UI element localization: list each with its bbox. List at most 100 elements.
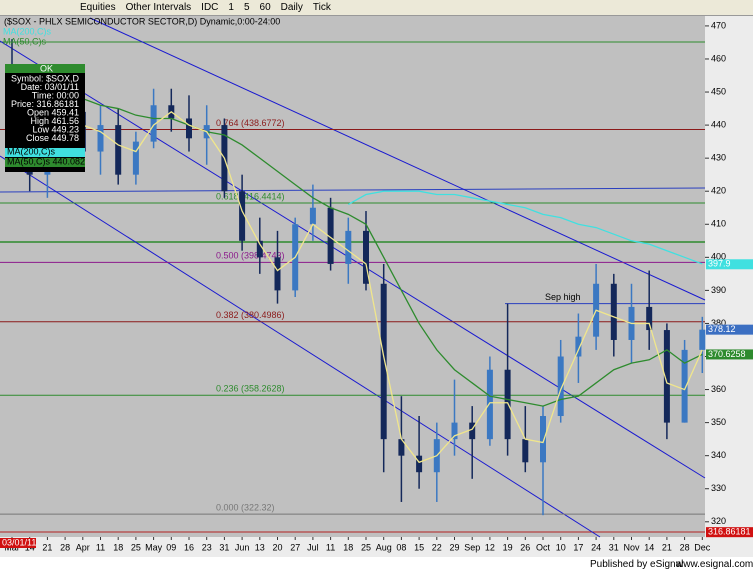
candle-body — [416, 455, 423, 473]
info-line: Price: 316.86181 — [11, 99, 79, 109]
candle-body — [309, 207, 316, 225]
x-tick-label: 18 — [343, 542, 353, 552]
toolbar: Equities Other Intervals IDC 1 5 60 Daily Tick — [0, 0, 753, 16]
legend-entry: MA(200,C)s — [3, 26, 52, 36]
x-tick-label: 20 — [272, 542, 282, 552]
price-tag-label: 378.12 — [708, 324, 736, 334]
y-tick-label: 410 — [711, 219, 726, 229]
candle-body — [327, 207, 334, 264]
candle-body — [132, 141, 139, 175]
candle-body — [486, 369, 493, 440]
channel-line — [0, 155, 601, 538]
fib-label: 0.500 (398.4743) — [216, 251, 285, 261]
y-tick-label: 320 — [711, 516, 726, 526]
publisher: Published by eSignal — [590, 559, 684, 570]
x-tick-label: 26 — [520, 542, 530, 552]
candle-body — [274, 257, 281, 291]
info-line: Close 449.78 — [26, 133, 79, 143]
candle-body — [557, 356, 564, 417]
toolbar-item[interactable]: IDC — [201, 2, 219, 13]
y-tick-label: 450 — [711, 86, 726, 96]
fib-label: 0.236 (358.2628) — [216, 384, 285, 394]
x-tick-label: 21 — [42, 542, 52, 552]
candle-body — [186, 118, 192, 139]
legend-entry: MA(50,C)s — [3, 36, 47, 46]
toolbar-item[interactable]: 1 — [228, 2, 234, 13]
x-tick-label: 11 — [326, 542, 335, 552]
x-tick-label: 31 — [219, 542, 229, 552]
x-tick-label: 27 — [290, 542, 300, 552]
toolbar-item[interactable]: 5 — [243, 2, 250, 13]
price-tag — [706, 527, 753, 538]
candle-body — [646, 306, 653, 331]
y-tick-label: 330 — [711, 483, 726, 493]
y-tick-label: 470 — [711, 20, 726, 30]
candle-body — [345, 230, 352, 264]
toolbar-item[interactable]: Tick — [312, 2, 331, 13]
candle-body — [363, 230, 369, 284]
y-tick-label: 460 — [711, 53, 726, 63]
h-line — [0, 187, 706, 193]
x-tick-label: 21 — [662, 542, 672, 552]
candle-body — [469, 422, 476, 440]
x-tick-label: 09 — [166, 542, 176, 552]
x-tick-label: 25 — [131, 542, 141, 552]
x-tick-label: Aug — [376, 542, 392, 552]
x-tick-label: Dec — [694, 542, 711, 552]
x-tick-label: 13 — [255, 542, 265, 552]
info-line: Low 449.23 — [32, 124, 79, 134]
info-line: Time: 00:00 — [32, 90, 79, 100]
y-tick-label: 360 — [711, 384, 726, 394]
toolbar-item[interactable]: Equities — [80, 2, 116, 13]
info-line: Symbol: $SOX,D — [11, 73, 80, 83]
chart: ($SOX - PHLX SEMICONDUCTOR SECTOR,D) Dyn… — [0, 16, 753, 557]
fib-label: 0.764 (438.6772) — [216, 118, 285, 128]
info-header: OK — [40, 63, 53, 73]
y-tick-label: 390 — [711, 285, 726, 295]
moving-average — [82, 98, 703, 407]
x-tick-label: 22 — [432, 542, 442, 552]
info-line: Date: 03/01/11 — [21, 82, 79, 92]
candle-body — [610, 283, 617, 340]
channel-line — [89, 17, 706, 301]
candle-body — [699, 329, 706, 350]
x-axis-panel — [0, 537, 705, 557]
candle-body — [115, 125, 122, 175]
toolbar-item[interactable]: Daily — [280, 2, 303, 13]
info-header-bg — [5, 64, 85, 73]
date-tag-bg — [0, 538, 36, 548]
x-tick-label: 10 — [556, 542, 566, 552]
toolbar-item[interactable]: Other Intervals — [125, 2, 192, 13]
y-tick-label: 380 — [711, 318, 726, 328]
fib-label: 0.382 (380.4986) — [216, 310, 285, 320]
x-tick-label: 15 — [414, 542, 424, 552]
x-tick-label: 25 — [361, 542, 371, 552]
candle-body — [239, 191, 246, 241]
x-tick-label: 29 — [449, 542, 459, 552]
moving-average — [347, 190, 703, 265]
price-tag — [706, 324, 753, 335]
x-tick-label: 08 — [396, 542, 406, 552]
candle-body — [663, 330, 670, 423]
plot-background — [0, 16, 705, 537]
y-tick-label: 430 — [711, 153, 726, 163]
x-tick-label: 18 — [113, 542, 123, 552]
y-tick-label: 420 — [711, 186, 726, 196]
url: www.esignal.com — [676, 559, 753, 570]
info-ma-line: MA(50,C)s 440.082 — [7, 156, 85, 166]
x-tick-label: 23 — [202, 542, 212, 552]
x-tick-label: 14 — [644, 542, 654, 552]
price-tag — [706, 349, 753, 360]
toolbar-item[interactable]: 60 — [259, 2, 271, 13]
info-line: Open 459.41 — [27, 107, 79, 117]
x-tick-label: 31 — [609, 542, 619, 552]
moving-average — [29, 85, 703, 464]
candle-body — [504, 369, 511, 440]
candle-body — [681, 349, 688, 423]
x-tick-label: Oct — [536, 542, 551, 552]
candle-body — [540, 416, 546, 463]
candle-body — [150, 105, 157, 142]
y-tick-label: 440 — [711, 119, 726, 129]
annotation-label: Sep high — [545, 292, 581, 302]
